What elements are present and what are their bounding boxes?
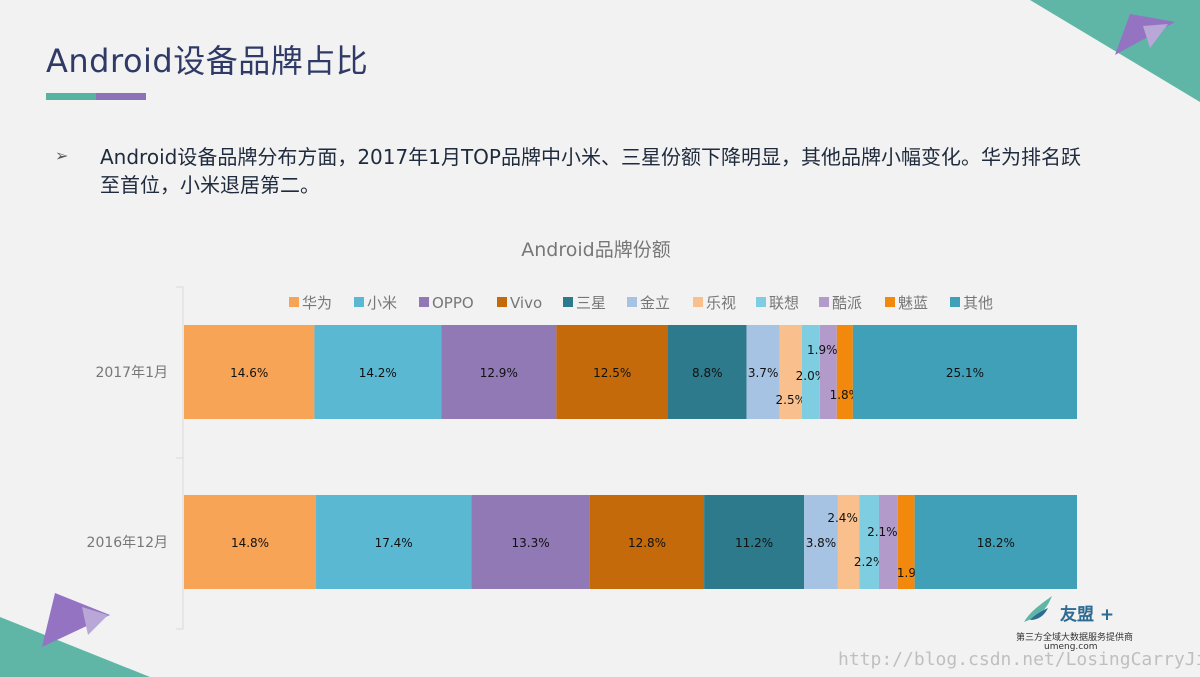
legend-label: 联想 <box>769 294 799 312</box>
watermark: http://blog.csdn.net/LosingCarryJie <box>838 649 1200 670</box>
bar-segment <box>668 325 747 419</box>
bar-segment <box>836 325 853 419</box>
legend-label: 魅蓝 <box>898 294 928 312</box>
legend-swatch <box>756 297 766 307</box>
legend-label: 金立 <box>640 294 670 312</box>
legend-swatch <box>885 297 895 307</box>
legend-label: 三星 <box>576 294 606 312</box>
legend-swatch <box>819 297 829 307</box>
bar-segment <box>914 495 1077 589</box>
data-label: 2.5% <box>776 393 807 407</box>
bar-segment <box>746 325 780 419</box>
bottom-left-decoration <box>0 593 150 677</box>
bar-segment <box>589 495 705 589</box>
data-label: 18.2% <box>977 536 1015 550</box>
data-label: 12.8% <box>628 536 666 550</box>
bar-segment <box>316 495 472 589</box>
bar-segment <box>859 495 879 589</box>
data-label: 1.8% <box>830 388 861 402</box>
logo-plus: + <box>1099 605 1115 625</box>
data-label: 8.8% <box>692 366 723 380</box>
bar-segment <box>852 325 1077 419</box>
category-label: 2017年1月 <box>95 365 168 381</box>
data-label: 2.0% <box>796 369 827 383</box>
bar-segment <box>704 495 805 589</box>
data-label: 3.7% <box>748 366 779 380</box>
logo-name: 友盟 <box>1060 605 1094 625</box>
bar-segment <box>819 325 837 419</box>
legend-swatch <box>950 297 960 307</box>
bar-segment <box>184 325 315 419</box>
legend-swatch <box>693 297 703 307</box>
logo-tagline: 第三方全域大数据服务提供商 <box>1016 633 1134 643</box>
legend-swatch <box>354 297 364 307</box>
legend-swatch <box>497 297 507 307</box>
bar-segment <box>804 495 838 589</box>
bar-segment <box>184 495 317 589</box>
bar-segment <box>314 325 442 419</box>
data-label: 12.9% <box>480 366 518 380</box>
bar-segment <box>801 325 820 419</box>
data-label: 2.4% <box>827 511 858 525</box>
data-label: 14.2% <box>359 366 397 380</box>
legend-label: 华为 <box>302 294 332 312</box>
legend-label: 乐视 <box>706 294 736 312</box>
legend-swatch <box>419 297 429 307</box>
legend-label: 酷派 <box>832 294 862 312</box>
bar-segment <box>471 495 590 589</box>
data-label: 12.5% <box>593 366 631 380</box>
data-label: 25.1% <box>946 366 984 380</box>
legend-label: 其他 <box>963 294 993 312</box>
legend-swatch <box>289 297 299 307</box>
data-label: 14.6% <box>230 366 268 380</box>
bar-segment <box>556 325 669 419</box>
bullet-text: Android设备品牌分布方面，2017年1月TOP品牌中小米、三星份额下降明显… <box>100 145 1081 197</box>
legend-swatch <box>627 297 637 307</box>
data-label: 1.9% <box>807 343 838 357</box>
chart-title: Android品牌份额 <box>521 239 670 261</box>
logo-url: umeng.com <box>1044 642 1098 652</box>
legend-swatch <box>563 297 573 307</box>
legend-label: OPPO <box>432 294 474 312</box>
bar-segment <box>897 495 915 589</box>
bar-segment <box>779 325 802 419</box>
data-label: 3.8% <box>806 536 837 550</box>
bullet-arrow-icon: ➢ <box>55 146 69 165</box>
data-label: 17.4% <box>375 536 413 550</box>
bar-segment <box>441 325 557 419</box>
bar-segment <box>837 495 860 589</box>
category-label: 2016年12月 <box>87 535 168 551</box>
legend-label: 小米 <box>367 294 397 312</box>
data-label: 13.3% <box>512 536 550 550</box>
bar-segment <box>878 495 898 589</box>
data-label: 14.8% <box>231 536 269 550</box>
legend-label: Vivo <box>510 294 542 312</box>
data-label: 2.2% <box>854 555 885 569</box>
data-label: 2.1% <box>867 525 898 539</box>
title-underline <box>46 93 146 100</box>
umeng-bird-icon <box>1024 596 1052 622</box>
slide-title: Android设备品牌占比 <box>46 42 369 80</box>
umeng-logo: 友盟 + 第三方全域大数据服务提供商 umeng.com <box>974 592 1174 652</box>
top-right-decoration <box>1030 0 1200 102</box>
data-label: 11.2% <box>735 536 773 550</box>
